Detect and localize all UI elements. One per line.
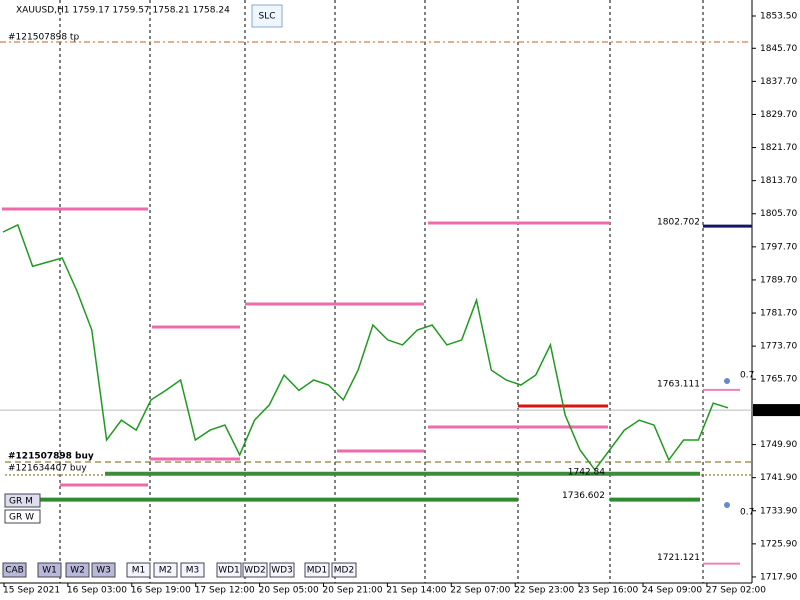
timeframe-button-label[interactable]: WD1	[218, 566, 240, 576]
timeframe-button[interactable]	[126, 562, 151, 578]
level-label: 1721.121	[657, 553, 700, 563]
timeframe-button[interactable]	[65, 562, 90, 578]
current-price-label: 1758.24	[760, 406, 800, 416]
order-label: #121507898 tp	[8, 33, 79, 43]
timeframe-button-label[interactable]: W2	[70, 566, 85, 576]
timeframe-button[interactable]	[269, 562, 295, 578]
y-tick-label: 1845.70	[760, 44, 797, 54]
x-tick-label: 23 Sep 16:00	[578, 586, 638, 596]
timeframe-button-label[interactable]: M2	[159, 566, 173, 576]
x-tick-label: 16 Sep 19:00	[131, 586, 191, 596]
timeframe-button[interactable]	[153, 562, 178, 578]
y-tick-label: 1789.70	[760, 275, 797, 285]
y-tick-label: 1821.70	[760, 143, 797, 153]
y-tick-label: 1797.70	[760, 242, 797, 252]
side-button-label[interactable]: GR W	[9, 513, 34, 523]
price-line	[2, 223, 729, 472]
x-tick-label: 21 Sep 14:00	[386, 586, 446, 596]
slc-button-label[interactable]: SLC	[258, 12, 275, 22]
y-tick-label: 1805.70	[760, 209, 797, 219]
x-tick-label: 20 Sep 05:00	[259, 586, 319, 596]
timeframe-button[interactable]	[91, 562, 116, 578]
x-tick-label: 20 Sep 21:00	[323, 586, 383, 596]
timeframe-button-label[interactable]: WD3	[271, 566, 293, 576]
y-tick-label: 1813.70	[760, 176, 797, 186]
order-label: #121507898 buy	[8, 452, 94, 462]
timeframe-button-label[interactable]: MD1	[307, 566, 327, 576]
y-tick-label: 1837.70	[760, 77, 797, 87]
x-tick-label: 16 Sep 03:00	[67, 586, 127, 596]
symbol-info: XAUUSD,H1 1759.17 1759.57 1758.21 1758.2…	[16, 6, 230, 16]
x-tick-label: 22 Sep 07:00	[450, 586, 510, 596]
pink-levels	[2, 207, 610, 487]
y-tick-label: 1749.90	[760, 440, 797, 450]
x-tick-label: 24 Sep 09:00	[642, 586, 702, 596]
fib-point	[724, 378, 730, 384]
timeframe-button[interactable]	[242, 562, 268, 578]
y-tick-label: 1733.90	[760, 506, 797, 516]
side-button[interactable]	[4, 509, 41, 524]
y-tick-label: 1829.70	[760, 110, 797, 120]
timeframe-button-label[interactable]: M3	[186, 566, 200, 576]
y-tick-label: 1765.70	[760, 375, 797, 385]
timeframe-button[interactable]	[216, 562, 242, 578]
timeframe-button-label[interactable]: MD2	[334, 566, 354, 576]
timeframe-button[interactable]	[331, 562, 357, 578]
timeframe-button[interactable]	[2, 562, 27, 578]
side-button[interactable]	[4, 493, 41, 508]
timeframe-button-label[interactable]: CAB	[5, 566, 24, 576]
level-label: 1742.84	[568, 467, 605, 477]
timeframe-button[interactable]	[304, 562, 330, 578]
x-tick-label: 17 Sep 12:00	[195, 586, 255, 596]
level-label: 1763.111	[657, 379, 700, 389]
level-label: 1802.702	[657, 218, 700, 228]
y-tick-label: 1717.90	[760, 572, 797, 582]
timeframe-button[interactable]	[37, 562, 62, 578]
order-label: #121634407 buy	[8, 464, 87, 474]
side-button-label[interactable]: GR M	[9, 497, 33, 507]
x-tick-label: 27 Sep 02:00	[706, 586, 766, 596]
y-tick-label: 1853.50	[760, 12, 797, 22]
x-tick-label: 22 Sep 23:00	[514, 586, 574, 596]
y-tick-label: 1725.90	[760, 539, 797, 549]
fib-label: 0.7	[740, 508, 754, 518]
y-tick-label: 1773.70	[760, 342, 797, 352]
y-tick-label: 1741.90	[760, 473, 797, 483]
timeframe-button-label[interactable]: W1	[42, 566, 57, 576]
timeframe-button-label[interactable]: W3	[96, 566, 111, 576]
current-price-box	[753, 404, 800, 417]
x-tick-label: 15 Sep 2021	[3, 586, 60, 596]
y-tick-label: 1781.70	[760, 309, 797, 319]
timeframe-button-label[interactable]: M1	[132, 566, 146, 576]
period-separators	[59, 0, 704, 583]
slc-button[interactable]	[251, 4, 283, 28]
level-label: 1736.602	[562, 491, 605, 501]
timeframe-button-label[interactable]: WD2	[244, 566, 266, 576]
timeframe-button[interactable]	[180, 562, 205, 578]
fib-point	[724, 502, 730, 508]
fib-label: 0.7	[740, 371, 754, 381]
